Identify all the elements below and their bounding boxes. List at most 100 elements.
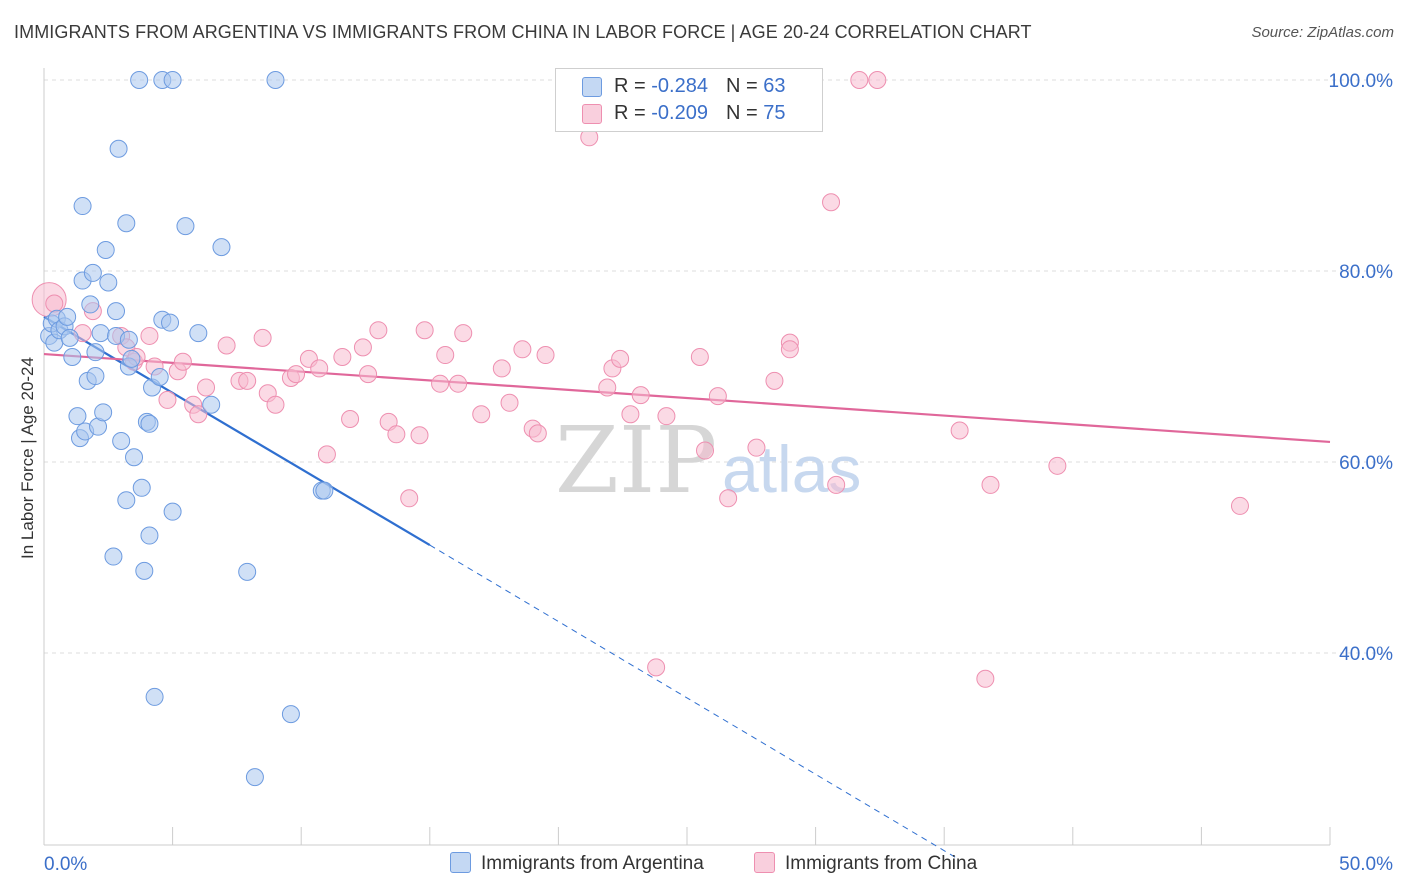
bottom-legend-argentina: Immigrants from Argentina [450,852,704,875]
argentina-point [212,238,231,257]
argentina-point [119,330,138,349]
x-tick-label: 0.0% [44,854,87,875]
china-points [31,71,1249,688]
argentina-swatch [582,77,602,97]
argentina-point [315,481,334,500]
china-point [359,365,378,384]
china-point [981,475,1000,494]
china-swatch [582,104,602,124]
argentina-point [132,478,151,497]
argentina-point [163,71,182,89]
argentina-point [68,407,87,426]
argentina-point [163,502,182,521]
argentina-trend-extension [429,544,958,859]
china-point [369,321,388,340]
argentina-point [281,705,300,724]
china-point [173,352,192,371]
argentina-point [150,368,169,387]
argentina-point [107,302,126,321]
china-point [1230,496,1249,515]
china-point [400,489,419,508]
watermark: ZIP atlas [555,407,861,514]
argentina-point [161,313,180,332]
china-point [950,421,969,440]
tick-labels: 40.0% 60.0% 80.0% 100.0% 0.0% 50.0% [44,71,1393,875]
argentina-point [60,328,79,347]
china-point [266,395,285,414]
china-trend-line [43,352,1331,444]
argentina-point [145,687,164,706]
china-point [765,371,784,390]
china-point [747,438,766,457]
china-point [253,328,272,347]
argentina-legend-swatch [450,852,471,873]
argentina-point [202,395,221,414]
argentina-point [117,214,136,233]
china-point [310,359,329,378]
china-point [696,441,715,460]
china-point [197,378,216,397]
argentina-point [130,71,149,89]
argentina-point [109,139,128,158]
argentina-point [86,343,105,362]
argentina-point [238,562,257,581]
n-value-argentina: 63 [763,75,786,97]
argentina-point [140,526,159,545]
china-point [353,338,372,357]
argentina-point [266,71,285,89]
china-point [827,475,846,494]
china-point [454,324,473,343]
argentina-point [96,240,115,259]
bottom-legend-china: Immigrants from China [754,852,977,875]
argentina-point [176,217,195,236]
argentina-point [86,367,105,386]
china-point [189,405,208,424]
legend-china-text: R = -0.209 N = 75 [614,102,785,125]
china-point [472,405,491,424]
y-tick-label: 60.0% [1339,453,1393,474]
watermark-zip: ZIP [555,407,717,514]
china-point [868,71,887,89]
argentina-point [112,431,131,450]
argentina-point [81,295,100,314]
china-point [449,374,468,393]
argentina-point [91,324,110,343]
china-point [708,387,727,406]
argentina-points [40,71,334,787]
china-point [647,658,666,677]
china-point [850,71,869,89]
argentina-point [83,263,102,282]
watermark-atlas: atlas [722,432,861,506]
argentina-point [140,414,159,433]
stats-legend: R = -0.284 N = 63 R = -0.209 N = 75 [555,68,823,132]
legend-argentina-text: R = -0.284 N = 63 [614,75,785,98]
china-point [528,424,547,443]
argentina-point [135,561,154,580]
china-point [158,390,177,409]
argentina-point [245,768,264,787]
china-point [217,336,236,355]
china-point [611,349,630,368]
china-legend-swatch [754,852,775,873]
china-point [415,321,434,340]
china-point [431,374,450,393]
china-point [410,426,429,445]
china-point [140,326,159,345]
china-point [238,371,257,390]
china-point [492,359,511,378]
n-label: N = [725,75,764,97]
trend-lines [43,315,1331,859]
argentina-trend-line [43,315,431,547]
china-point [822,193,841,212]
china-point [598,378,617,397]
chart-title: IMMIGRANTS FROM ARGENTINA VS IMMIGRANTS … [14,22,1032,42]
china-point [690,347,709,366]
y-tick-label: 40.0% [1339,644,1393,665]
china-point [1048,456,1067,475]
china-point [436,346,455,365]
x-tick-label: 50.0% [1339,854,1393,875]
argentina-point [104,547,123,566]
source-credit: Source: ZipAtlas.com [1251,24,1394,41]
y-axis-label: In Labor Force | Age 20-24 [18,357,37,559]
